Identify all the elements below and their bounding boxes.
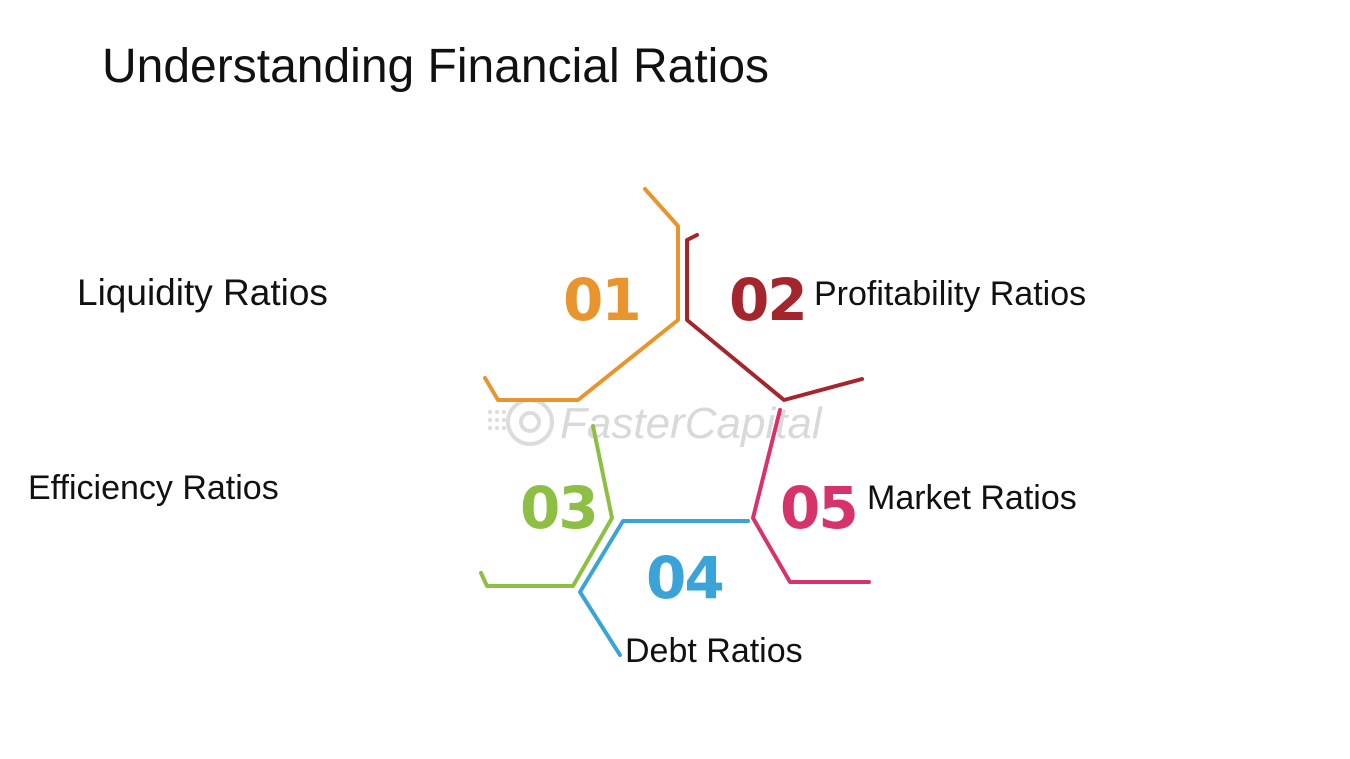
watermark: FasterCapital (488, 398, 823, 448)
segment-05-number: 05 (780, 474, 857, 542)
watermark-text: FasterCapital (560, 399, 823, 448)
segment-03-line (479, 424, 614, 588)
label-profitability-ratios: Profitability Ratios (814, 275, 1087, 313)
segment-02-number: 02 (729, 266, 806, 334)
segment-01-line (483, 187, 680, 402)
watermark-gear-icon (506, 398, 554, 446)
label-liquidity-ratios: Liquidity Ratios (77, 272, 328, 313)
segment-02-line (685, 233, 864, 402)
segment-01-number: 01 (563, 266, 640, 334)
segment-03-number: 03 (520, 474, 597, 542)
label-market-ratios: Market Ratios (867, 479, 1077, 517)
page-title: Understanding Financial Ratios (102, 40, 770, 93)
watermark-dots-icon (488, 410, 506, 430)
label-debt-ratios: Debt Ratios (625, 632, 803, 670)
label-efficiency-ratios: Efficiency Ratios (28, 469, 279, 507)
segment-05-line (751, 408, 871, 584)
segment-04-number: 04 (646, 544, 723, 612)
segment-04-line (578, 519, 750, 657)
